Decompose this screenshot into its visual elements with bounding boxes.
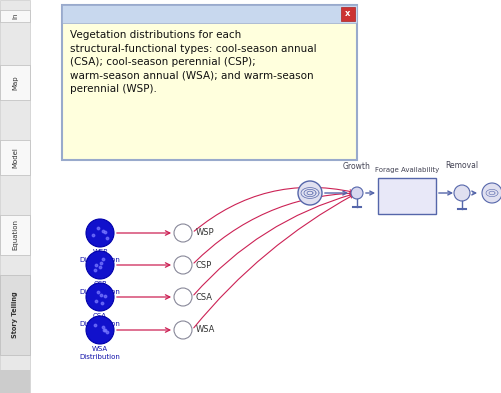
Bar — [62, 5, 356, 23]
Bar — [0, 10, 30, 22]
Text: Story Telling: Story Telling — [12, 292, 18, 338]
Circle shape — [174, 321, 191, 339]
Circle shape — [350, 187, 362, 199]
Bar — [340, 7, 354, 21]
Text: CSP: CSP — [93, 281, 106, 287]
Text: WSA: WSA — [92, 346, 108, 352]
Circle shape — [86, 316, 114, 344]
Text: In: In — [12, 13, 18, 19]
Text: CSP: CSP — [195, 261, 212, 270]
Text: Vegetation distributions for each
structural-functional types: cool-season annua: Vegetation distributions for each struct… — [70, 30, 316, 94]
FancyBboxPatch shape — [62, 5, 356, 160]
Text: Forage Availability: Forage Availability — [374, 167, 438, 173]
Text: WSA: WSA — [195, 325, 215, 334]
Bar — [0, 215, 30, 255]
Bar — [0, 275, 30, 355]
Bar — [0, 370, 30, 393]
Text: Distribution: Distribution — [79, 354, 120, 360]
Text: WSP: WSP — [195, 228, 214, 237]
Text: Distribution: Distribution — [79, 257, 120, 263]
Text: Map: Map — [12, 75, 18, 90]
Circle shape — [481, 183, 501, 203]
Circle shape — [453, 185, 469, 201]
Bar — [0, 65, 30, 100]
Text: Distribution: Distribution — [79, 321, 120, 327]
Bar — [0, 0, 30, 393]
Text: WSP: WSP — [92, 249, 108, 255]
Text: x: x — [345, 9, 350, 18]
Bar — [377, 178, 435, 214]
Text: Model: Model — [12, 147, 18, 168]
Text: Equation: Equation — [12, 220, 18, 250]
Circle shape — [86, 283, 114, 311]
Circle shape — [174, 256, 191, 274]
Text: CSA: CSA — [195, 292, 212, 301]
Text: Growth: Growth — [342, 162, 370, 171]
Text: Removal: Removal — [444, 161, 477, 170]
Circle shape — [86, 219, 114, 247]
Text: CSA: CSA — [93, 313, 107, 319]
Circle shape — [174, 224, 191, 242]
Circle shape — [298, 181, 321, 205]
Circle shape — [174, 288, 191, 306]
Circle shape — [86, 251, 114, 279]
Bar — [0, 140, 30, 175]
Text: Distribution: Distribution — [79, 289, 120, 295]
